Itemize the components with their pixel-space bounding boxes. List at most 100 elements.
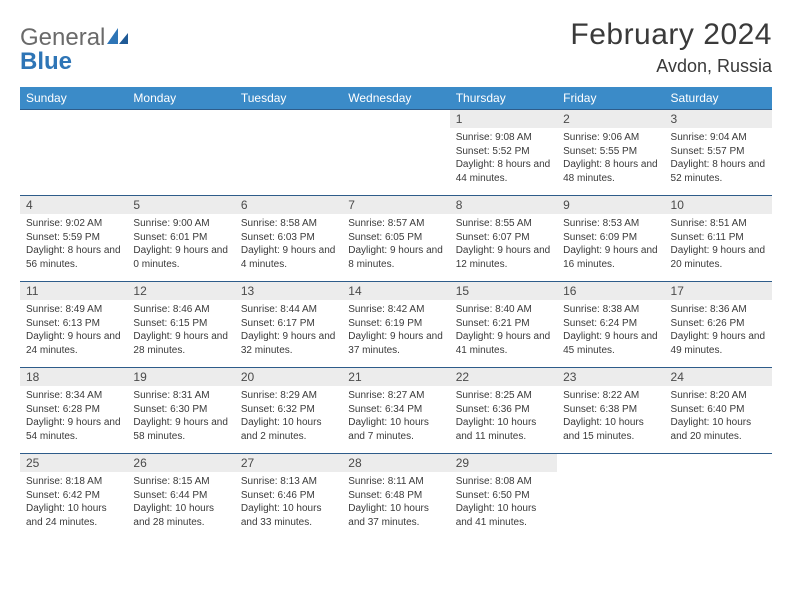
day-header: Saturday xyxy=(665,87,772,110)
day-details: Sunrise: 9:08 AMSunset: 5:52 PMDaylight:… xyxy=(450,128,557,189)
sunrise-text: Sunrise: 8:46 AM xyxy=(133,303,228,317)
daylight-text: Daylight: 9 hours and 41 minutes. xyxy=(456,330,551,357)
day-details: Sunrise: 8:31 AMSunset: 6:30 PMDaylight:… xyxy=(127,386,234,447)
day-number: 29 xyxy=(450,454,557,472)
daylight-text: Daylight: 10 hours and 7 minutes. xyxy=(348,416,443,443)
sunset-text: Sunset: 6:17 PM xyxy=(241,317,336,331)
day-details: Sunrise: 8:15 AMSunset: 6:44 PMDaylight:… xyxy=(127,472,234,533)
day-number: 18 xyxy=(20,368,127,386)
sunrise-text: Sunrise: 9:02 AM xyxy=(26,217,121,231)
day-number: 15 xyxy=(450,282,557,300)
sunrise-text: Sunrise: 8:08 AM xyxy=(456,475,551,489)
day-details: Sunrise: 8:42 AMSunset: 6:19 PMDaylight:… xyxy=(342,300,449,361)
day-number: 16 xyxy=(557,282,664,300)
sunset-text: Sunset: 6:07 PM xyxy=(456,231,551,245)
day-details: Sunrise: 8:27 AMSunset: 6:34 PMDaylight:… xyxy=(342,386,449,447)
daylight-text: Daylight: 9 hours and 32 minutes. xyxy=(241,330,336,357)
daylight-text: Daylight: 9 hours and 49 minutes. xyxy=(671,330,766,357)
calendar-cell: 2Sunrise: 9:06 AMSunset: 5:55 PMDaylight… xyxy=(557,110,664,196)
sunrise-text: Sunrise: 8:36 AM xyxy=(671,303,766,317)
sunrise-text: Sunrise: 8:40 AM xyxy=(456,303,551,317)
sunrise-text: Sunrise: 9:08 AM xyxy=(456,131,551,145)
day-number: 11 xyxy=(20,282,127,300)
sunrise-text: Sunrise: 8:44 AM xyxy=(241,303,336,317)
sunset-text: Sunset: 6:38 PM xyxy=(563,403,658,417)
day-header: Tuesday xyxy=(235,87,342,110)
day-header: Thursday xyxy=(450,87,557,110)
logo-sail-icon xyxy=(107,24,129,52)
day-number: 5 xyxy=(127,196,234,214)
day-details: Sunrise: 8:51 AMSunset: 6:11 PMDaylight:… xyxy=(665,214,772,275)
daylight-text: Daylight: 10 hours and 24 minutes. xyxy=(26,502,121,529)
day-number: 23 xyxy=(557,368,664,386)
calendar-cell: 9Sunrise: 8:53 AMSunset: 6:09 PMDaylight… xyxy=(557,196,664,282)
sunset-text: Sunset: 6:48 PM xyxy=(348,489,443,503)
day-number: 25 xyxy=(20,454,127,472)
daylight-text: Daylight: 10 hours and 37 minutes. xyxy=(348,502,443,529)
calendar-cell: 10Sunrise: 8:51 AMSunset: 6:11 PMDayligh… xyxy=(665,196,772,282)
day-header: Wednesday xyxy=(342,87,449,110)
sunset-text: Sunset: 6:44 PM xyxy=(133,489,228,503)
day-details: Sunrise: 8:36 AMSunset: 6:26 PMDaylight:… xyxy=(665,300,772,361)
day-details: Sunrise: 8:08 AMSunset: 6:50 PMDaylight:… xyxy=(450,472,557,533)
calendar-cell: 29Sunrise: 8:08 AMSunset: 6:50 PMDayligh… xyxy=(450,454,557,540)
sunrise-text: Sunrise: 8:53 AM xyxy=(563,217,658,231)
sunset-text: Sunset: 6:28 PM xyxy=(26,403,121,417)
day-number: 22 xyxy=(450,368,557,386)
day-details: Sunrise: 9:04 AMSunset: 5:57 PMDaylight:… xyxy=(665,128,772,189)
calendar-row: 25Sunrise: 8:18 AMSunset: 6:42 PMDayligh… xyxy=(20,454,772,540)
day-details: Sunrise: 8:22 AMSunset: 6:38 PMDaylight:… xyxy=(557,386,664,447)
daylight-text: Daylight: 8 hours and 52 minutes. xyxy=(671,158,766,185)
day-number: 4 xyxy=(20,196,127,214)
sunset-text: Sunset: 6:32 PM xyxy=(241,403,336,417)
daylight-text: Daylight: 9 hours and 4 minutes. xyxy=(241,244,336,271)
day-number: 17 xyxy=(665,282,772,300)
calendar-cell xyxy=(665,454,772,540)
title-block: February 2024 Avdon, Russia xyxy=(570,18,772,77)
day-details: Sunrise: 8:25 AMSunset: 6:36 PMDaylight:… xyxy=(450,386,557,447)
calendar-cell: 15 Sunrise: 8:40 AMSunset: 6:21 PMDayligh… xyxy=(450,282,557,368)
calendar-cell: 16Sunrise: 8:38 AMSunset: 6:24 PMDayligh… xyxy=(557,282,664,368)
daylight-text: Daylight: 9 hours and 24 minutes. xyxy=(26,330,121,357)
day-number: 14 xyxy=(342,282,449,300)
sunset-text: Sunset: 6:21 PM xyxy=(456,317,551,331)
day-details: Sunrise: 8:13 AMSunset: 6:46 PMDaylight:… xyxy=(235,472,342,533)
day-number: 24 xyxy=(665,368,772,386)
calendar-cell: 26Sunrise: 8:15 AMSunset: 6:44 PMDayligh… xyxy=(127,454,234,540)
sunset-text: Sunset: 6:09 PM xyxy=(563,231,658,245)
sunset-text: Sunset: 6:46 PM xyxy=(241,489,336,503)
calendar-cell: 18Sunrise: 8:34 AMSunset: 6:28 PMDayligh… xyxy=(20,368,127,454)
calendar-cell: 8Sunrise: 8:55 AMSunset: 6:07 PMDaylight… xyxy=(450,196,557,282)
calendar-cell: 20Sunrise: 8:29 AMSunset: 6:32 PMDayligh… xyxy=(235,368,342,454)
sunrise-text: Sunrise: 8:55 AM xyxy=(456,217,551,231)
day-details: Sunrise: 8:20 AMSunset: 6:40 PMDaylight:… xyxy=(665,386,772,447)
daylight-text: Daylight: 10 hours and 33 minutes. xyxy=(241,502,336,529)
calendar-cell: 21Sunrise: 8:27 AMSunset: 6:34 PMDayligh… xyxy=(342,368,449,454)
sunset-text: Sunset: 6:15 PM xyxy=(133,317,228,331)
sunset-text: Sunset: 6:26 PM xyxy=(671,317,766,331)
sunset-text: Sunset: 6:30 PM xyxy=(133,403,228,417)
daylight-text: Daylight: 8 hours and 44 minutes. xyxy=(456,158,551,185)
calendar-cell xyxy=(557,454,664,540)
sunset-text: Sunset: 6:50 PM xyxy=(456,489,551,503)
calendar-cell: 27Sunrise: 8:13 AMSunset: 6:46 PMDayligh… xyxy=(235,454,342,540)
daylight-text: Daylight: 9 hours and 12 minutes. xyxy=(456,244,551,271)
sunset-text: Sunset: 6:24 PM xyxy=(563,317,658,331)
day-number: 10 xyxy=(665,196,772,214)
day-number: 7 xyxy=(342,196,449,214)
day-details: Sunrise: 8:53 AMSunset: 6:09 PMDaylight:… xyxy=(557,214,664,275)
daylight-text: Daylight: 9 hours and 20 minutes. xyxy=(671,244,766,271)
calendar-cell: 6Sunrise: 8:58 AMSunset: 6:03 PMDaylight… xyxy=(235,196,342,282)
day-number: 28 xyxy=(342,454,449,472)
logo-text-2: Blue xyxy=(20,48,72,76)
daylight-text: Daylight: 9 hours and 0 minutes. xyxy=(133,244,228,271)
sunset-text: Sunset: 6:19 PM xyxy=(348,317,443,331)
sunrise-text: Sunrise: 9:04 AM xyxy=(671,131,766,145)
calendar-cell: 11Sunrise: 8:49 AMSunset: 6:13 PMDayligh… xyxy=(20,282,127,368)
sunrise-text: Sunrise: 8:25 AM xyxy=(456,389,551,403)
header: GeneralBlue February 2024 Avdon, Russia xyxy=(20,18,772,77)
sunrise-text: Sunrise: 8:49 AM xyxy=(26,303,121,317)
sunrise-text: Sunrise: 8:11 AM xyxy=(348,475,443,489)
sunrise-text: Sunrise: 8:18 AM xyxy=(26,475,121,489)
calendar-cell: 22Sunrise: 8:25 AMSunset: 6:36 PMDayligh… xyxy=(450,368,557,454)
